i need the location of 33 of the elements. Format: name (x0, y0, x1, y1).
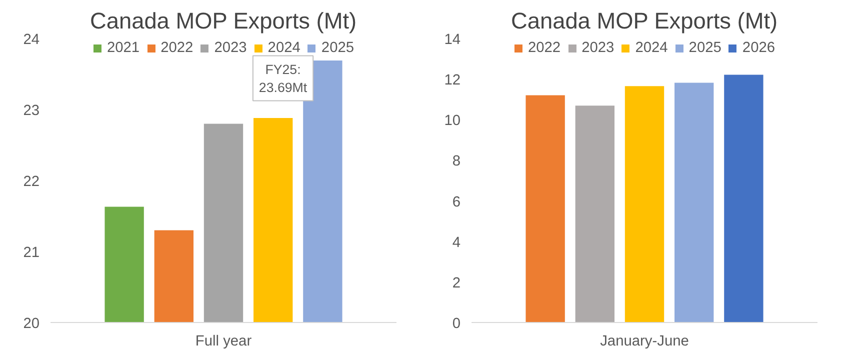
bar (674, 82, 714, 322)
x-tick-label: Full year (195, 334, 252, 350)
legend-label: 2024 (635, 40, 668, 56)
bar (575, 106, 614, 322)
annotation: FY25: 23.69Mt (258, 62, 308, 95)
y-tick-label: 4 (452, 234, 461, 251)
y-tick-label: 12 (444, 72, 461, 89)
legend-label: 2023 (582, 40, 614, 56)
y-tick-label: 0 (452, 316, 461, 332)
y-tick-label: 14 (444, 32, 461, 48)
y-tick-label: 22 (23, 174, 40, 190)
legend-label: 2025 (321, 40, 354, 56)
y-tick-label: 2 (452, 275, 461, 292)
y-tick-label: 23 (23, 103, 40, 119)
y-tick-label: 10 (444, 113, 461, 130)
bar (526, 95, 565, 322)
legend-label: 2022 (528, 40, 561, 56)
y-tick-label: 20 (23, 316, 40, 332)
bar (724, 74, 764, 322)
y-tick-label: 21 (23, 245, 40, 261)
legend-label: 2024 (268, 40, 300, 56)
legend-label: 2023 (214, 40, 247, 56)
x-tick-label: January-June (600, 334, 689, 350)
y-tick-label: 8 (452, 154, 461, 170)
chart-title: Canada MOP Exports (Mt) (511, 8, 778, 34)
legend-label: 2022 (160, 40, 194, 56)
y-tick-label: 24 (23, 32, 40, 48)
bar (624, 86, 664, 322)
legend-label: 2025 (688, 40, 722, 56)
legend-label: 2026 (742, 40, 776, 56)
y-tick-label: 6 (452, 194, 461, 210)
legend-label: 2021 (106, 40, 140, 56)
chart-title: Canada MOP Exports (Mt) (90, 8, 357, 34)
